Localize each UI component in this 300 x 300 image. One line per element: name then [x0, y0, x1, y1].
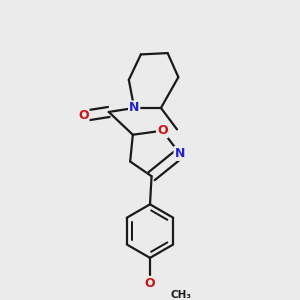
Text: N: N — [129, 101, 140, 115]
Text: O: O — [157, 124, 168, 137]
Text: O: O — [78, 110, 88, 122]
Text: O: O — [145, 277, 155, 290]
Text: CH₃: CH₃ — [171, 290, 192, 300]
Text: N: N — [175, 147, 185, 160]
